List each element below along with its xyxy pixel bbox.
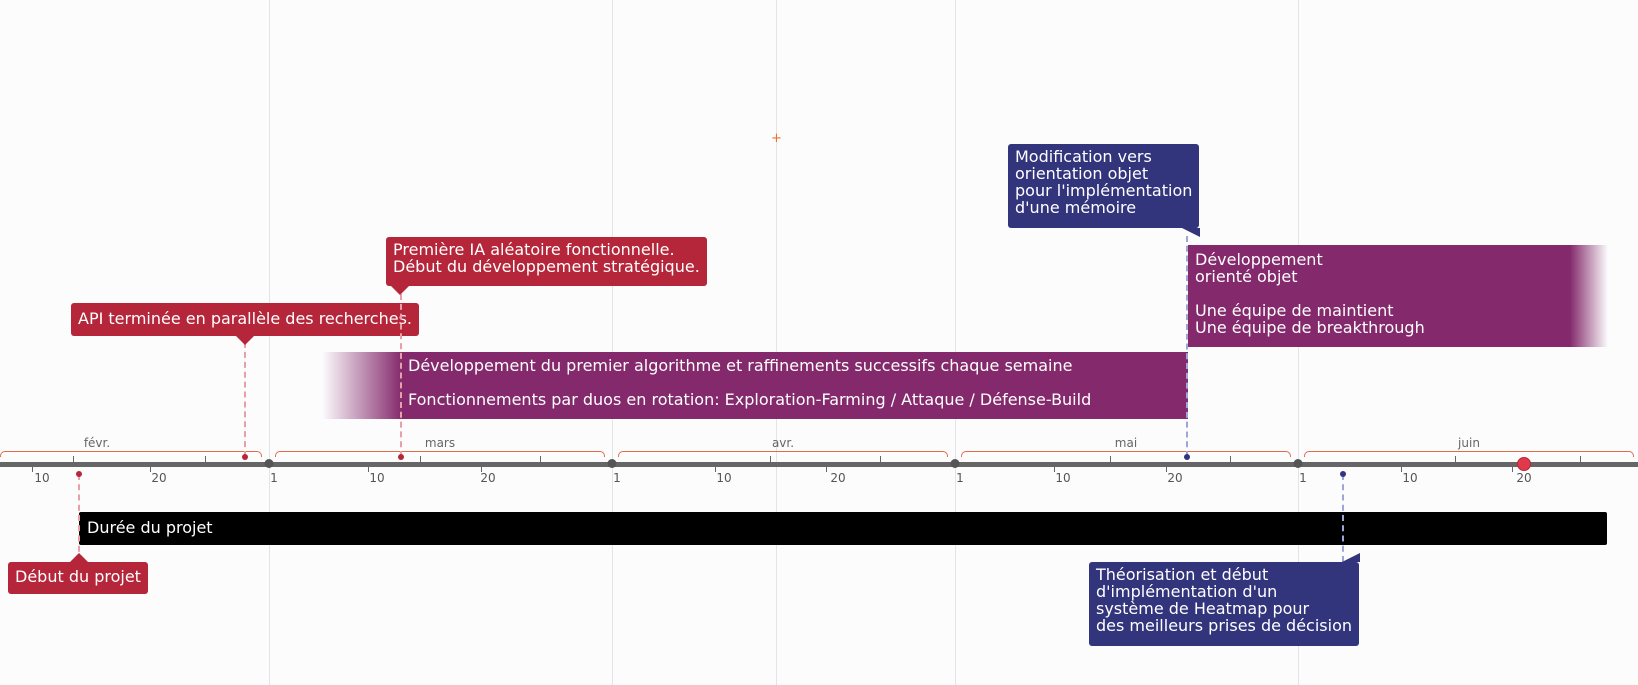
month-label-avr: avr.	[771, 436, 795, 450]
oo-change-line: orientation objet	[1015, 164, 1149, 183]
algo-development-bar[interactable]: Développement du premier algorithme et r…	[322, 352, 1188, 419]
month-bracket-fevr	[0, 451, 262, 457]
minor-tick	[73, 456, 74, 462]
first-ai-line: Début du développement stratégique.	[393, 257, 700, 276]
day-tick	[1512, 467, 1513, 472]
heatmap-line: d'implémentation d'un	[1096, 582, 1278, 601]
day-label: 20	[1167, 471, 1183, 485]
month-marker-mars	[264, 459, 274, 468]
algo-development-line1: Développement du premier algorithme et r…	[408, 356, 1073, 375]
start-dashed-line	[78, 474, 80, 562]
day-label: 10	[1055, 471, 1071, 485]
minor-tick	[770, 456, 771, 462]
day-tick	[32, 467, 33, 472]
minor-tick	[1455, 456, 1456, 462]
start-point	[76, 471, 82, 477]
api-dashed-line	[244, 342, 246, 457]
month-marker-avr	[607, 459, 617, 468]
heatmap-callout-pointer	[1342, 553, 1360, 562]
minor-tick	[1110, 456, 1111, 462]
oo-change-point	[1184, 454, 1190, 460]
minor-tick	[420, 456, 421, 462]
gridline-mai	[955, 0, 956, 685]
first-ai-callout-pointer	[391, 286, 409, 295]
month-bracket-juin	[1304, 451, 1634, 457]
today-marker[interactable]	[1517, 457, 1531, 471]
day-label: 10	[34, 471, 50, 485]
first-ai-dashed-line	[400, 294, 402, 457]
minor-tick	[1230, 456, 1231, 462]
gridline-mars	[269, 0, 270, 685]
oo-change-line: d'une mémoire	[1015, 198, 1137, 217]
day-tick	[481, 467, 482, 472]
oo-bar-spacer	[1195, 285, 1608, 302]
start-callout[interactable]: Début du projet	[8, 553, 148, 594]
api-point	[242, 454, 248, 460]
heatmap-point	[1340, 471, 1346, 477]
gridline-avril	[612, 0, 613, 685]
day-tick	[368, 467, 369, 472]
month-label-mai: mai	[1114, 436, 1138, 450]
api-callout-pointer	[236, 336, 254, 345]
oo-change-callout[interactable]: Modification vers orientation objet pour…	[1008, 144, 1201, 237]
day-tick	[1054, 467, 1055, 472]
month-label-fevr: févr.	[83, 436, 111, 450]
oo-bar-line: Développement	[1195, 250, 1323, 269]
month-label-juin: juin	[1458, 436, 1480, 450]
start-callout-pointer	[70, 553, 88, 562]
first-ai-callout[interactable]: Première IA aléatoire fonctionnelle. Déb…	[386, 237, 707, 295]
heatmap-callout[interactable]: Théorisation et début d'implémentation d…	[1089, 553, 1360, 646]
day-label: 10	[1402, 471, 1418, 485]
oo-bar-line: orienté objet	[1195, 267, 1298, 286]
heatmap-line: des meilleurs prises de décision	[1096, 616, 1352, 635]
heatmap-dashed-line	[1342, 474, 1344, 562]
gridline-mid-avril	[776, 0, 777, 685]
day-tick	[826, 467, 827, 472]
day-tick	[1401, 467, 1402, 472]
day-label: 1	[270, 471, 278, 485]
minor-tick	[880, 456, 881, 462]
oo-change-dashed-line	[1186, 236, 1188, 457]
minor-tick	[205, 456, 206, 462]
oo-change-line: Modification vers	[1015, 147, 1152, 166]
month-marker-mai	[950, 459, 960, 468]
minor-tick	[540, 456, 541, 462]
oo-bar-line: Une équipe de maintient	[1195, 301, 1394, 320]
day-label: 10	[716, 471, 732, 485]
start-callout-text: Début du projet	[15, 567, 141, 586]
month-bracket-avr	[618, 451, 948, 457]
cursor-crosshair-icon: +	[771, 131, 782, 146]
day-label: 10	[369, 471, 385, 485]
month-bracket-mai	[961, 451, 1291, 457]
month-marker-juin	[1293, 459, 1303, 468]
oo-change-line: pour l'implémentation	[1015, 181, 1193, 200]
api-callout-text: API terminée en parallèle des recherches…	[78, 309, 412, 328]
day-label: 20	[480, 471, 496, 485]
day-tick	[150, 467, 151, 472]
oo-change-callout-pointer	[1182, 228, 1201, 237]
object-oriented-development-bar[interactable]: Développement orienté objet Une équipe d…	[1188, 245, 1608, 347]
first-ai-line: Première IA aléatoire fonctionnelle.	[393, 240, 675, 259]
day-label: 20	[151, 471, 167, 485]
project-duration-bar[interactable]: Durée du projet	[79, 512, 1607, 545]
day-tick	[1166, 467, 1167, 472]
algo-development-line2: Fonctionnements par duos en rotation: Ex…	[408, 390, 1092, 409]
month-label-mars: mars	[424, 436, 456, 450]
minor-tick	[1580, 456, 1581, 462]
day-label: 20	[830, 471, 846, 485]
day-label: 1	[613, 471, 621, 485]
day-tick	[715, 467, 716, 472]
day-label: 1	[1299, 471, 1307, 485]
project-duration-label: Durée du projet	[87, 518, 213, 537]
timeline-axis[interactable]	[0, 462, 1638, 467]
month-bracket-mars	[275, 451, 605, 457]
day-label: 1	[956, 471, 964, 485]
heatmap-line: système de Heatmap pour	[1096, 599, 1310, 618]
first-ai-point	[398, 454, 404, 460]
heatmap-line: Théorisation et début	[1096, 565, 1269, 584]
api-callout[interactable]: API terminée en parallèle des recherches…	[71, 303, 419, 345]
oo-bar-line: Une équipe de breakthrough	[1195, 318, 1425, 337]
day-label: 20	[1516, 471, 1532, 485]
